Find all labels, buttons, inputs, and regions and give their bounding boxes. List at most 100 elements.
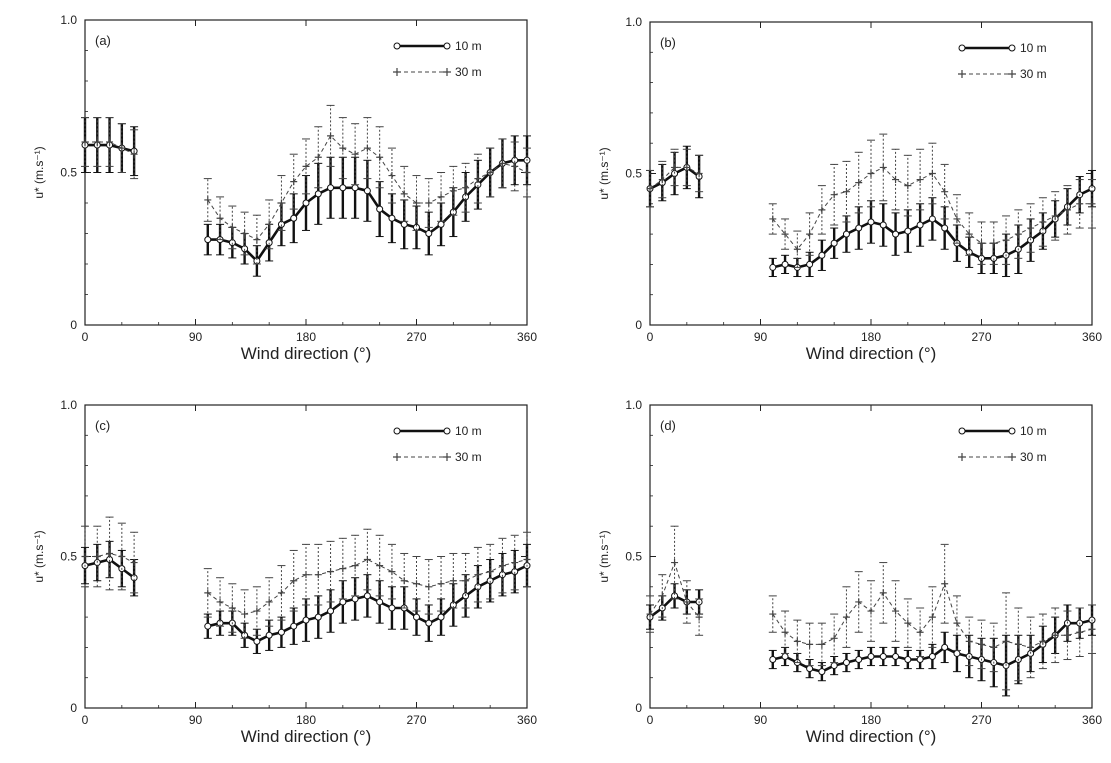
data-point: [904, 182, 912, 190]
legend-marker: [1008, 44, 1016, 52]
data-point: [241, 610, 249, 618]
legend-marker: [443, 427, 451, 435]
data-point: [781, 230, 789, 238]
data-point: [118, 553, 126, 560]
y-tick-label: 0: [635, 318, 642, 332]
x-tick-label: 90: [754, 330, 768, 344]
data-point: [990, 239, 998, 247]
data-point: [351, 184, 359, 192]
data-point: [314, 190, 322, 198]
y-tick-label: 0: [635, 701, 642, 715]
data-point: [376, 205, 384, 213]
y-tick-label: 1.0: [60, 398, 77, 412]
panel-label: (b): [660, 35, 676, 50]
data-point: [204, 589, 212, 597]
data-point: [879, 652, 887, 660]
data-point: [683, 163, 691, 171]
legend-label: 30 m: [1020, 450, 1047, 464]
panel-label: (a): [95, 33, 111, 48]
data-point: [806, 230, 814, 238]
data-point: [277, 628, 285, 636]
data-point: [388, 604, 396, 612]
legend-marker: [443, 42, 451, 50]
data-point: [216, 214, 224, 222]
data-point: [363, 144, 371, 152]
data-point: [941, 580, 949, 588]
legend-marker: [1008, 453, 1016, 461]
data-point: [327, 607, 335, 615]
data-point: [928, 215, 936, 223]
y-tick-label: 0: [70, 318, 77, 332]
data-point: [904, 227, 912, 235]
data-point: [81, 553, 89, 560]
x-axis-label: Wind direction (°): [806, 727, 937, 746]
data-point: [437, 193, 445, 201]
x-tick-label: 270: [406, 330, 426, 344]
legend-label: 30 m: [455, 65, 482, 79]
data-point: [413, 580, 420, 588]
data-point: [769, 610, 777, 618]
data-point: [376, 598, 384, 606]
data-point: [400, 220, 408, 228]
data-point: [892, 176, 900, 184]
data-point: [449, 187, 457, 195]
data-point: [302, 199, 310, 207]
data-point: [842, 230, 850, 238]
data-point: [437, 220, 445, 228]
series-line: [207, 559, 528, 615]
panel-d: 0 90 180 270 360 0 0.5 1.0 Wind direction (°) u* …: [597, 398, 1102, 746]
data-point: [879, 221, 887, 229]
data-point: [290, 622, 298, 630]
data-point: [130, 150, 138, 158]
data-point: [1027, 224, 1035, 232]
data-point: [1002, 236, 1010, 244]
legend-label: 10 m: [455, 39, 482, 53]
data-point: [1076, 200, 1084, 208]
data-point: [425, 619, 433, 627]
data-point: [855, 224, 863, 232]
data-point: [842, 659, 850, 667]
y-tick-label: 1.0: [60, 13, 77, 27]
legend: 10 m 30 m: [958, 424, 1047, 464]
data-point: [290, 577, 298, 585]
legend-label: 30 m: [1020, 67, 1047, 81]
data-point: [1039, 637, 1047, 645]
data-point: [425, 583, 433, 591]
x-tick-label: 180: [296, 713, 316, 727]
data-point: [830, 662, 838, 670]
data-point: [695, 613, 703, 621]
data-point: [806, 640, 814, 648]
data-point: [81, 138, 89, 146]
data-point: [376, 562, 384, 570]
panel-c: 0 90 180 270 360 0 0.5 1.0 Wind direction (°) u* …: [32, 398, 537, 746]
data-point: [953, 619, 961, 627]
legend-label: 30 m: [455, 450, 482, 464]
y-tick-label: 0: [70, 701, 77, 715]
data-point: [327, 568, 335, 576]
data-point: [818, 251, 826, 259]
data-point: [892, 230, 900, 238]
x-tick-label: 180: [861, 713, 881, 727]
data-point: [351, 150, 359, 158]
data-point: [769, 215, 777, 223]
data-point: [118, 144, 126, 152]
legend-marker: [958, 453, 966, 461]
data-point: [1002, 637, 1010, 645]
data-point: [474, 175, 482, 183]
legend-label: 10 m: [455, 424, 482, 438]
data-point: [879, 589, 887, 597]
data-point: [818, 640, 826, 648]
data-point: [892, 607, 900, 615]
series-30-m: [81, 516, 531, 639]
data-point: [376, 153, 384, 161]
data-point: [781, 628, 789, 636]
data-point: [953, 649, 961, 657]
legend-marker: [393, 453, 401, 461]
data-point: [683, 598, 691, 606]
x-tick-label: 0: [82, 330, 89, 344]
y-tick-label: 1.0: [625, 15, 642, 29]
data-point: [1014, 640, 1022, 648]
data-point: [363, 592, 371, 600]
